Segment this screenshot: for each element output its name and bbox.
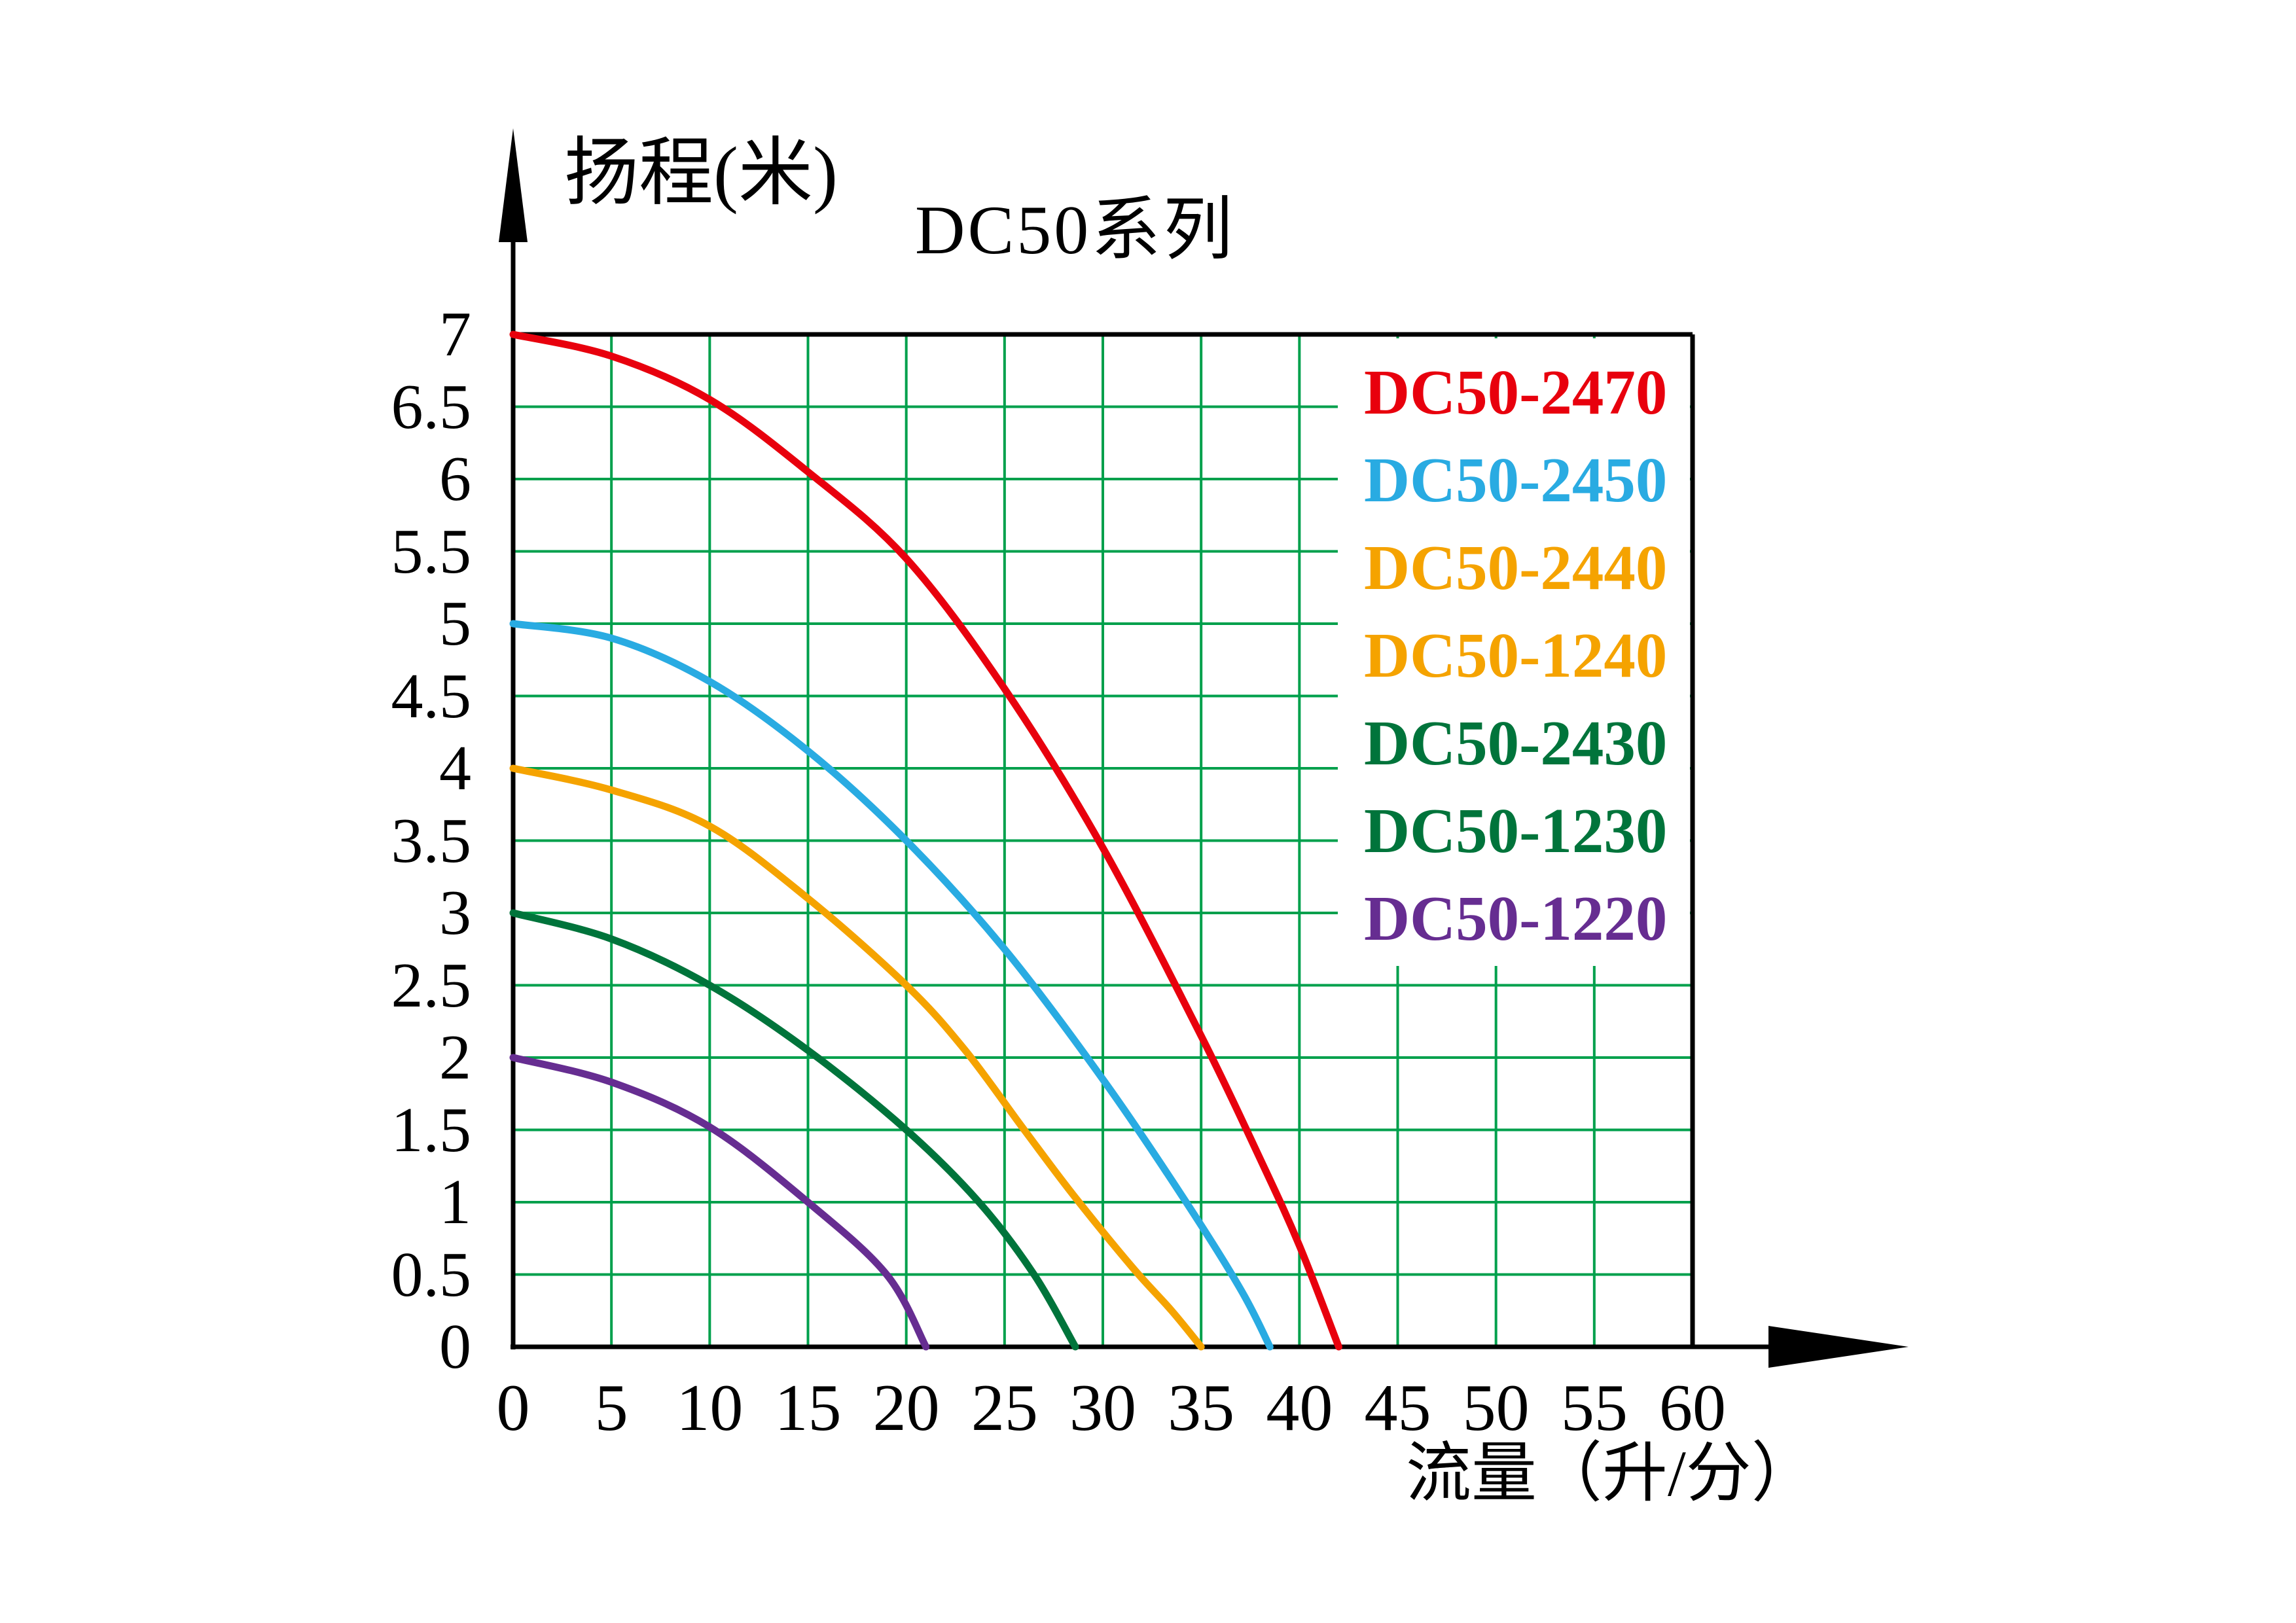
x-tick-label-5: 5 — [594, 1371, 628, 1445]
y-axis-arrow-icon — [499, 128, 528, 242]
y-tick-label-4.5: 4.5 — [391, 660, 472, 732]
y-tick-label-6.5: 6.5 — [391, 371, 472, 442]
x-tick-label-10: 10 — [676, 1371, 744, 1445]
legend-item-DC50-2440: DC50-2440 — [1364, 533, 1668, 603]
x-tick-label-15: 15 — [774, 1371, 842, 1445]
x-tick-label-60: 60 — [1659, 1371, 1726, 1445]
legend-item-DC50-2430: DC50-2430 — [1364, 708, 1668, 778]
x-tick-label-0: 0 — [496, 1371, 530, 1445]
y-axis-title: 扬程(米) — [564, 132, 838, 215]
legend-item-DC50-2470: DC50-2470 — [1364, 357, 1668, 427]
x-axis-arrow-icon — [1768, 1326, 1909, 1368]
y-tick-label-4: 4 — [439, 733, 471, 804]
y-tick-label-3.5: 3.5 — [391, 805, 472, 876]
x-tick-label-35: 35 — [1168, 1371, 1235, 1445]
x-tick-label-55: 55 — [1560, 1371, 1628, 1445]
y-tick-label-5.5: 5.5 — [391, 516, 472, 587]
curve-DC50-1220 — [509, 1054, 930, 1351]
y-tick-label-7: 7 — [439, 299, 471, 370]
x-tick-label-40: 40 — [1266, 1371, 1333, 1445]
legend-item-DC50-1220: DC50-1220 — [1364, 883, 1668, 954]
x-tick-label-45: 45 — [1364, 1371, 1431, 1445]
legend-item-DC50-1230: DC50-1230 — [1364, 796, 1668, 866]
y-tick-label-0: 0 — [439, 1311, 471, 1382]
x-tick-label-30: 30 — [1069, 1371, 1136, 1445]
x-tick-label-25: 25 — [971, 1371, 1038, 1445]
x-tick-label-20: 20 — [872, 1371, 940, 1445]
curve-DC50-2470 — [509, 330, 1342, 1351]
y-tick-label-1: 1 — [439, 1167, 471, 1238]
y-tick-label-2: 2 — [439, 1022, 471, 1093]
legend-item-DC50-1240: DC50-1240 — [1364, 620, 1668, 690]
y-tick-label-3: 3 — [439, 878, 471, 948]
chart-title: DC50系列 — [915, 192, 1236, 268]
y-tick-label-2.5: 2.5 — [391, 950, 472, 1021]
y-tick-label-1.5: 1.5 — [391, 1094, 472, 1166]
x-axis-title: 流量（升/分） — [1406, 1437, 1817, 1510]
y-tick-label-5: 5 — [439, 588, 471, 659]
curve-DC50-2430+DC50-1230 — [509, 909, 1079, 1351]
legend-item-DC50-2450: DC50-2450 — [1364, 445, 1668, 515]
curve-DC50-2450 — [509, 620, 1274, 1351]
x-tick-label-50: 50 — [1462, 1371, 1530, 1445]
y-tick-label-6: 6 — [439, 444, 471, 514]
y-tick-label-0.5: 0.5 — [391, 1239, 472, 1310]
legend-box — [1338, 338, 1690, 966]
curve-DC50-2440+DC50-1240 — [509, 764, 1205, 1351]
